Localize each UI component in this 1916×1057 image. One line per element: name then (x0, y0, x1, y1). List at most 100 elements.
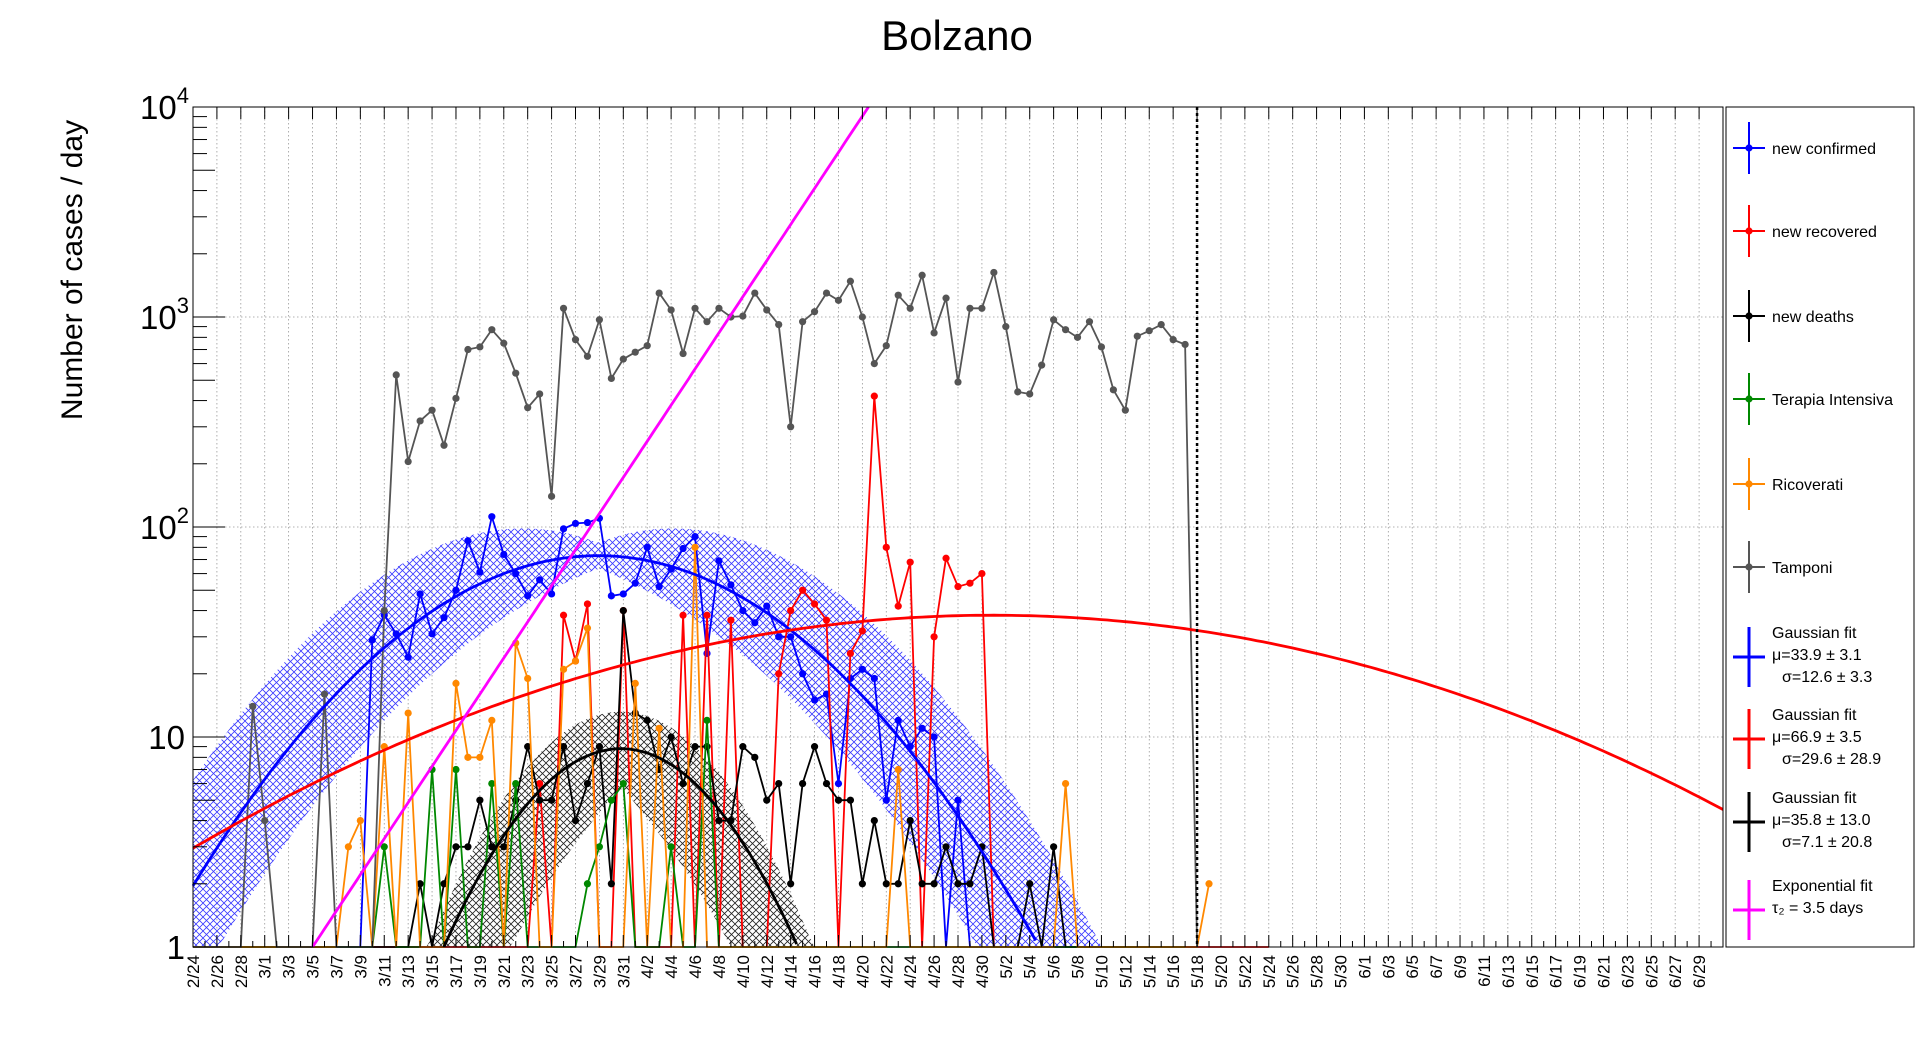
x-tick-label: 2/24 (184, 955, 203, 988)
x-tick-label: 5/10 (1092, 955, 1111, 988)
x-tick-label: 5/4 (1021, 955, 1040, 979)
data-point (691, 543, 699, 551)
fit-band-blue (193, 528, 1329, 947)
data-point (488, 843, 496, 851)
x-tick-label: 3/15 (423, 955, 442, 988)
data-point (906, 304, 914, 312)
data-point (834, 779, 843, 788)
legend-fit-param: μ=33.9 ± 3.1 (1772, 647, 1862, 664)
data-point (858, 627, 866, 635)
legend-marker-dot (1745, 395, 1753, 403)
x-tick-label: 6/29 (1690, 955, 1709, 988)
data-point (727, 616, 735, 624)
data-point (583, 352, 592, 360)
x-tick-label: 3/1 (256, 955, 275, 979)
x-tick-label: 3/31 (614, 955, 633, 988)
data-point (1205, 880, 1213, 888)
data-point (954, 583, 962, 591)
data-point (1145, 327, 1153, 335)
data-point (440, 880, 448, 888)
data-point (500, 550, 508, 559)
data-point (655, 289, 663, 297)
data-point (536, 796, 544, 804)
x-tick-label: 3/29 (590, 955, 609, 988)
data-point (679, 779, 687, 788)
data-point (619, 779, 627, 788)
x-tick-label: 4/4 (662, 955, 681, 979)
data-point (882, 880, 890, 888)
x-tick-label: 5/30 (1332, 955, 1351, 988)
data-point (416, 590, 424, 598)
data-point (631, 579, 639, 587)
data-point (476, 796, 484, 804)
data-point (261, 816, 269, 825)
data-point (954, 796, 962, 804)
y-tick-base: 10 (140, 89, 177, 126)
fit-curve-0 (191, 554, 1037, 942)
data-point (404, 653, 412, 661)
data-point (739, 606, 747, 615)
x-tick-label: 6/11 (1475, 955, 1494, 987)
data-point (703, 318, 711, 326)
y-tick-exp: 3 (177, 293, 189, 318)
data-point (536, 390, 544, 398)
data-point (882, 543, 890, 551)
data-point (559, 611, 568, 619)
y-tick-label: 103 (140, 293, 189, 336)
data-point (715, 557, 723, 565)
data-point (787, 423, 795, 431)
x-tick-label: 5/22 (1236, 955, 1255, 988)
data-point (990, 268, 998, 277)
data-point (966, 579, 974, 587)
legend-marker-dot (1745, 480, 1753, 488)
data-point (679, 611, 687, 619)
x-tick-label: 4/16 (806, 955, 825, 988)
data-point (906, 816, 914, 825)
x-tick-label: 3/17 (447, 955, 466, 988)
data-point (846, 649, 855, 658)
data-point (583, 880, 592, 888)
data-point (583, 624, 592, 632)
data-point (512, 569, 520, 578)
x-tick-label: 3/27 (567, 955, 586, 988)
x-tick-label: 4/30 (973, 955, 992, 988)
data-point (547, 796, 556, 804)
data-point (954, 378, 962, 386)
data-point (930, 880, 938, 888)
data-point (691, 533, 699, 541)
data-point (679, 544, 687, 553)
data-point (559, 525, 568, 533)
data-point (655, 583, 663, 591)
x-tick-label: 5/8 (1069, 955, 1088, 979)
x-tick-label: 4/24 (901, 955, 920, 988)
x-tick-label: 6/5 (1403, 955, 1422, 979)
data-point (894, 291, 902, 299)
data-point (751, 753, 759, 761)
data-point (1085, 318, 1094, 326)
y-tick-base: 10 (140, 299, 177, 336)
x-tick-label: 3/23 (519, 955, 538, 988)
fit-curve-2 (442, 747, 798, 948)
data-point (679, 349, 687, 358)
legend-fit-name-2: Gaussian fit (1772, 790, 1857, 807)
data-point (751, 289, 759, 297)
data-point (488, 513, 496, 521)
data-point (500, 339, 508, 347)
legend-fit-param: σ=29.6 ± 28.9 (1782, 751, 1881, 768)
x-tick-label: 6/27 (1666, 955, 1685, 988)
x-tick-label: 6/1 (1355, 955, 1374, 979)
data-point (1157, 321, 1165, 329)
x-tick-label: 3/9 (351, 955, 370, 979)
data-point (894, 880, 902, 888)
x-tick-label: 5/14 (1140, 955, 1159, 988)
data-point (942, 294, 950, 302)
legend-label-2: new deaths (1772, 309, 1854, 326)
data-point (667, 843, 675, 851)
data-point (942, 554, 950, 562)
data-point (488, 716, 496, 724)
data-point (344, 843, 352, 851)
legend-marker-dot (1745, 312, 1753, 320)
data-point (583, 518, 592, 527)
y-tick-label: 102 (140, 503, 189, 546)
data-point (858, 880, 866, 888)
